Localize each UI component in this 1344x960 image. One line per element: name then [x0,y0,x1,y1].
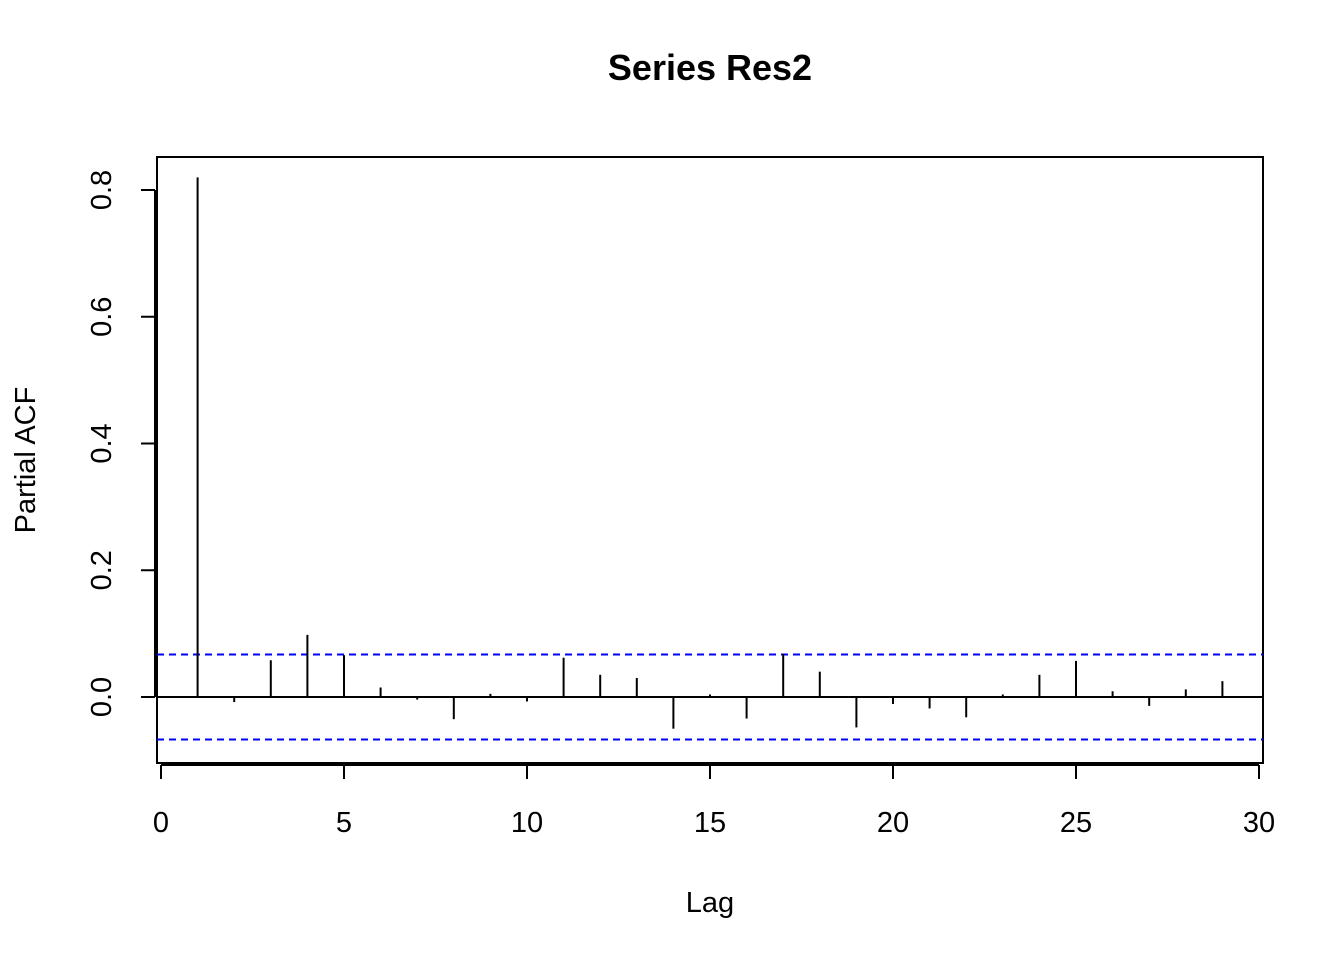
x-axis: 0 5 10 15 20 25 30 [153,764,1275,839]
pacf-bars [196,177,1224,729]
confidence-lines [157,653,1263,741]
y-tick-label: 0.8 [86,170,118,210]
x-tick-label: 0 [153,807,169,839]
y-axis: 0.0 0.2 0.4 0.6 0.8 [86,170,156,717]
plot-frame [156,156,1264,764]
chart-title: Series Res2 [608,47,812,88]
x-tick-label: 25 [1060,807,1092,839]
y-tick-label: 0.2 [86,550,118,590]
y-tick-label: 0.4 [86,423,118,463]
x-tick-label: 20 [877,807,909,839]
x-tick-label: 5 [336,807,352,839]
y-tick-label: 0.6 [86,297,118,337]
x-tick-label: 30 [1243,807,1275,839]
x-tick-label: 10 [511,807,543,839]
y-axis-label: Partial ACF [10,387,42,534]
x-axis-label: Lag [686,887,734,919]
x-tick-label: 15 [694,807,726,839]
y-tick-label: 0.0 [86,677,118,717]
